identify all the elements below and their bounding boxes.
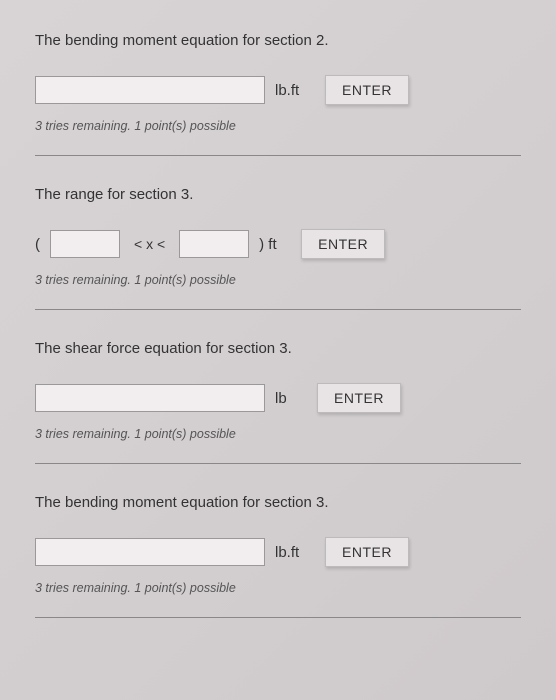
input-row: ( < x < ) ft ENTER: [35, 229, 521, 259]
range-between-text: < x <: [130, 236, 169, 252]
answer-input[interactable]: [35, 538, 265, 566]
range-lower-input[interactable]: [50, 230, 120, 258]
question-prompt: The bending moment equation for section …: [35, 492, 521, 513]
enter-button[interactable]: ENTER: [325, 75, 409, 105]
unit-label: lb.ft: [275, 544, 307, 561]
input-row: lb.ft ENTER: [35, 75, 521, 105]
tries-hint: 3 tries remaining. 1 point(s) possible: [35, 581, 521, 595]
tries-hint: 3 tries remaining. 1 point(s) possible: [35, 119, 521, 133]
tries-hint: 3 tries remaining. 1 point(s) possible: [35, 427, 521, 441]
question-prompt: The range for section 3.: [35, 184, 521, 205]
enter-button[interactable]: ENTER: [301, 229, 385, 259]
question-prompt: The shear force equation for section 3.: [35, 338, 521, 359]
question-block-4: The bending moment equation for section …: [35, 492, 521, 618]
tries-hint: 3 tries remaining. 1 point(s) possible: [35, 273, 521, 287]
question-prompt: The bending moment equation for section …: [35, 30, 521, 51]
range-upper-input[interactable]: [179, 230, 249, 258]
question-block-2: The range for section 3. ( < x < ) ft EN…: [35, 184, 521, 310]
close-paren-unit: ) ft: [259, 236, 283, 253]
answer-input[interactable]: [35, 76, 265, 104]
input-row: lb.ft ENTER: [35, 537, 521, 567]
open-paren: (: [35, 236, 40, 253]
enter-button[interactable]: ENTER: [325, 537, 409, 567]
question-block-1: The bending moment equation for section …: [35, 30, 521, 156]
unit-label: lb: [275, 390, 299, 407]
answer-input[interactable]: [35, 384, 265, 412]
unit-label: lb.ft: [275, 82, 307, 99]
question-block-3: The shear force equation for section 3. …: [35, 338, 521, 464]
input-row: lb ENTER: [35, 383, 521, 413]
enter-button[interactable]: ENTER: [317, 383, 401, 413]
